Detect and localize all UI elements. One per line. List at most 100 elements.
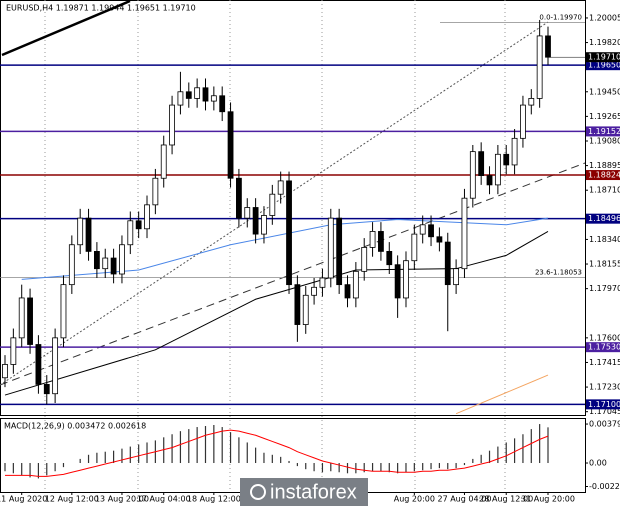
candle-body bbox=[244, 207, 251, 219]
candle-body bbox=[227, 111, 234, 179]
y-tick-label: 1.17230 bbox=[589, 383, 620, 392]
candle-body bbox=[43, 384, 50, 395]
trendline bbox=[0, 162, 586, 386]
candle-body bbox=[302, 294, 309, 325]
candle-body bbox=[127, 220, 134, 246]
y-tick-label: 1.19450 bbox=[589, 87, 620, 96]
fib-label: 0.0-1.19970 bbox=[539, 14, 582, 22]
y-tick-label: 1.19265 bbox=[589, 112, 620, 121]
candle-body bbox=[269, 193, 276, 216]
x-tick-label: 11 Aug 2020 bbox=[0, 495, 47, 504]
candle-body bbox=[35, 344, 42, 385]
fib-label: 23.6-1.18053 bbox=[535, 269, 582, 277]
candle-body bbox=[411, 233, 418, 262]
macd-tick-label: 0.00 bbox=[589, 459, 607, 468]
candle-body bbox=[286, 180, 292, 286]
candle-body bbox=[319, 277, 326, 288]
trendline bbox=[1, 0, 131, 57]
level-label: 1.19650 bbox=[588, 61, 620, 70]
x-tick-label: 31 Aug 20:00 bbox=[521, 495, 575, 504]
candle-body bbox=[461, 197, 468, 270]
candle-body bbox=[294, 284, 301, 325]
candle-body bbox=[219, 95, 226, 113]
candle-body bbox=[403, 260, 409, 299]
level-label: 1.19152 bbox=[588, 127, 620, 136]
candle-body bbox=[311, 286, 317, 296]
plot: 1.20005 1.19820 1.19450 1.19265 1.19080 1.188… bbox=[0, 13, 620, 504]
candle-body bbox=[144, 204, 150, 230]
level-label: 1.19710 bbox=[588, 53, 620, 62]
level-tag bbox=[586, 213, 620, 224]
candle-body bbox=[478, 151, 485, 176]
candle-body bbox=[169, 104, 175, 146]
level-tag bbox=[586, 126, 620, 137]
candle-body bbox=[528, 98, 535, 106]
y-tick-label: 1.20005 bbox=[589, 13, 620, 22]
candle-body bbox=[486, 175, 493, 186]
candle-body bbox=[503, 153, 510, 166]
y-tick-label: 1.18710 bbox=[589, 186, 620, 195]
level-label: 1.17530 bbox=[588, 343, 620, 352]
candle-body bbox=[511, 137, 518, 166]
candle-body bbox=[52, 337, 59, 395]
candle-body bbox=[77, 217, 84, 246]
candle-body bbox=[18, 297, 25, 339]
candle-body bbox=[135, 220, 142, 230]
x-tick-label: 18 Aug 12:00 bbox=[187, 495, 241, 504]
candle-body bbox=[160, 144, 167, 179]
watermark-logo bbox=[250, 484, 266, 500]
candle-body bbox=[344, 284, 351, 299]
candle-body bbox=[327, 217, 334, 279]
y-tick-label: 1.17600 bbox=[589, 333, 620, 342]
y-tick-label: 1.19080 bbox=[589, 136, 620, 145]
y-tick-label: 1.17415 bbox=[589, 358, 620, 367]
candle-body bbox=[119, 244, 125, 275]
candle-body bbox=[436, 236, 443, 243]
watermark: instaforex bbox=[270, 481, 357, 503]
candle-body bbox=[277, 180, 284, 195]
candle-body bbox=[10, 337, 17, 365]
candle-body bbox=[194, 87, 201, 99]
level-tag bbox=[586, 60, 620, 71]
candle-body bbox=[261, 215, 267, 235]
moving-average bbox=[455, 374, 549, 415]
candle-body bbox=[453, 268, 460, 286]
macd-tick-label: 0.003792 bbox=[589, 420, 620, 429]
candle-body bbox=[545, 35, 551, 58]
y-tick-label: 1.17970 bbox=[589, 284, 620, 293]
candle-body bbox=[110, 257, 117, 275]
x-tick-label: 28 Aug 12:00 bbox=[479, 495, 533, 504]
x-tick-label: Aug 20:00 bbox=[394, 495, 435, 504]
candle-body bbox=[236, 177, 242, 219]
y-tick-label: 1.19820 bbox=[589, 38, 620, 47]
y-tick-label: 1.18155 bbox=[589, 260, 620, 269]
candle-body bbox=[85, 217, 92, 252]
candle-body bbox=[336, 217, 343, 286]
chart-title: EURUSD,H4 1.19871 1.19944 1.19651 1.1971… bbox=[6, 4, 196, 13]
candle-body bbox=[102, 257, 109, 270]
level-tag bbox=[586, 342, 620, 353]
x-tick-label: 12 Aug 12:00 bbox=[45, 495, 99, 504]
level-tag bbox=[586, 52, 620, 63]
indicator-title: MACD(12,26,9) 0.003472 0.002618 bbox=[4, 422, 146, 431]
level-label: 1.18496 bbox=[588, 214, 620, 223]
y-tick-label: 1.18340 bbox=[589, 235, 620, 244]
y-tick-label: 1.18895 bbox=[589, 161, 620, 170]
candle-body bbox=[444, 241, 451, 286]
x-tick-label: 27 Aug 04:00 bbox=[437, 495, 491, 504]
level-label: 1.18824 bbox=[588, 171, 620, 180]
candle-body bbox=[60, 284, 67, 339]
x-tick-label: 17 Aug 04:00 bbox=[137, 495, 191, 504]
candle-body bbox=[68, 244, 75, 286]
candle-body bbox=[419, 224, 426, 235]
candle-body bbox=[386, 250, 393, 266]
candle-body bbox=[469, 151, 476, 199]
main-frame bbox=[0, 0, 586, 416]
level-tag bbox=[586, 170, 620, 181]
candle-body bbox=[394, 264, 401, 299]
candle-body bbox=[185, 91, 192, 99]
candle-body bbox=[210, 95, 217, 102]
